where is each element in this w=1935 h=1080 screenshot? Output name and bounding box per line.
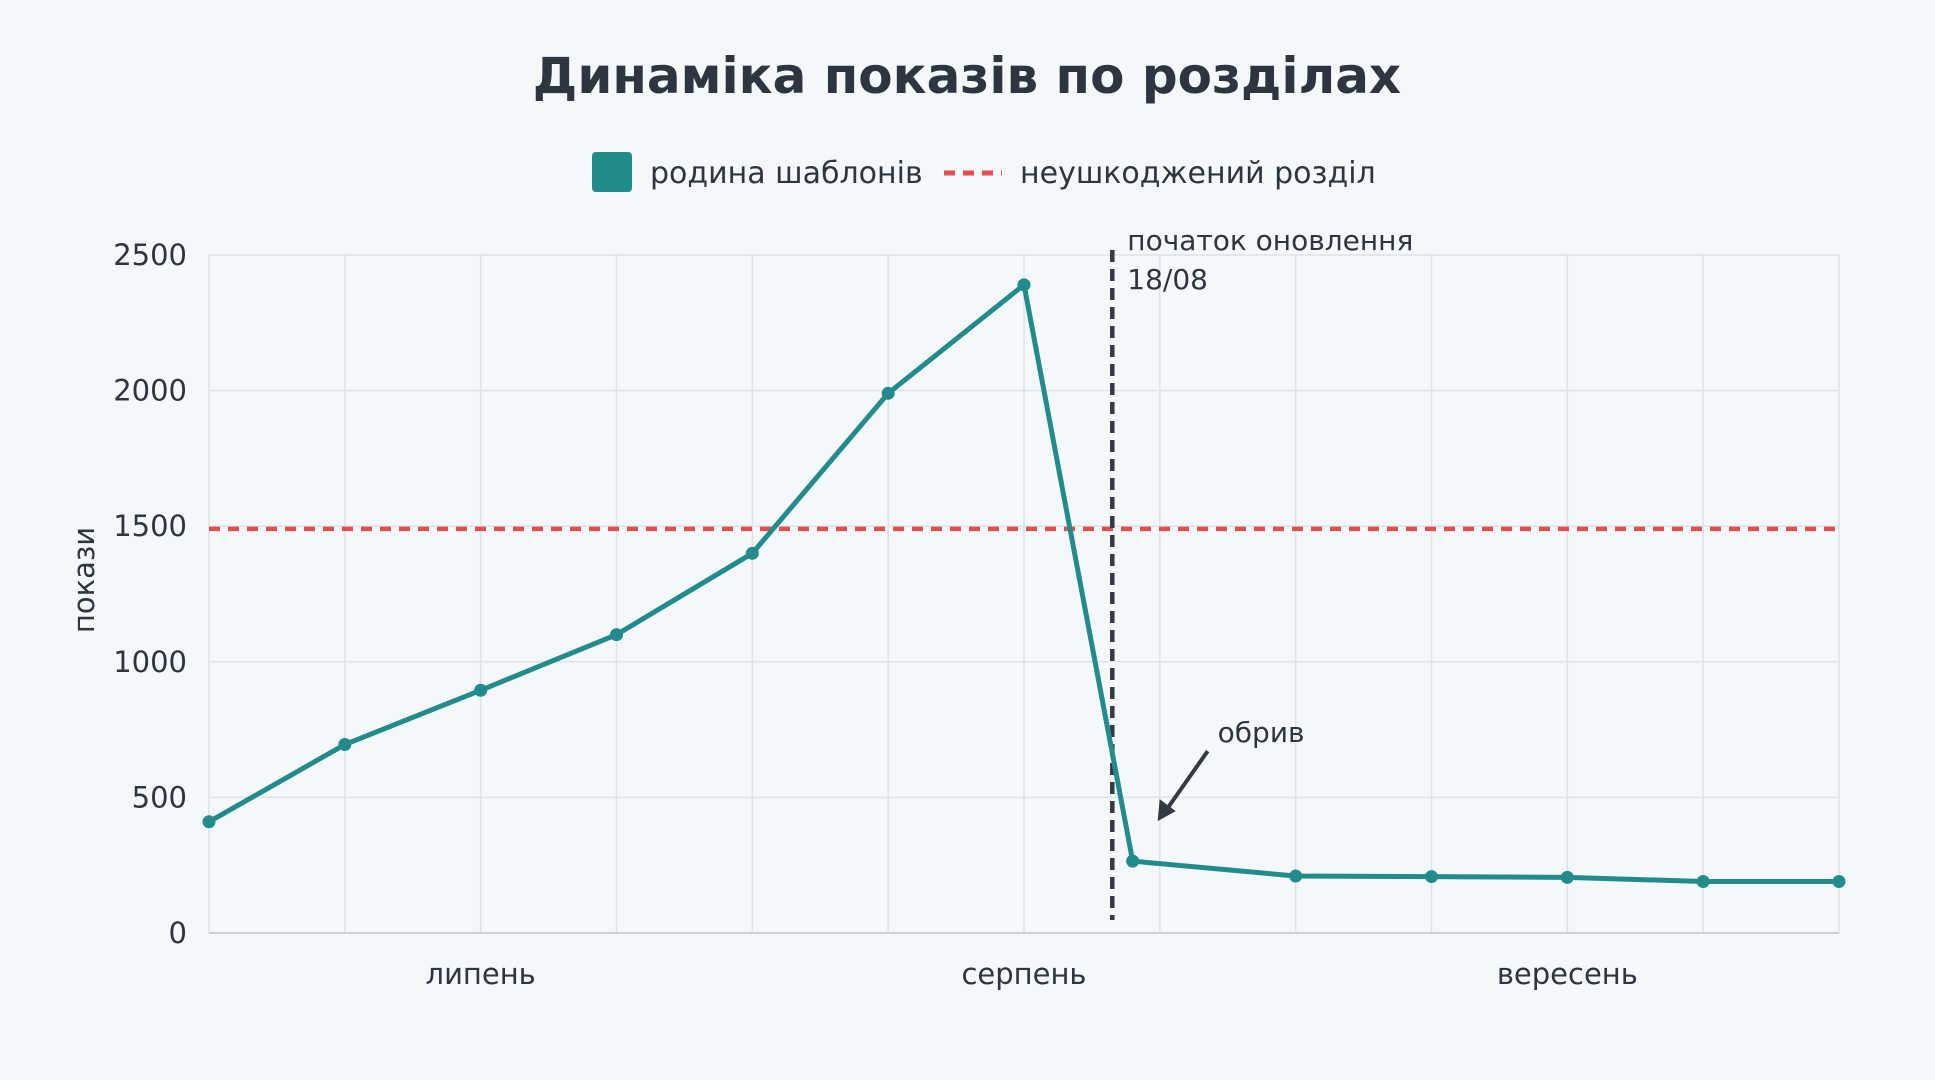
grid: [208, 254, 1840, 934]
data-point: [881, 386, 895, 400]
legend-swatch-series: [592, 152, 632, 192]
drop-arrow-head: [1157, 799, 1176, 822]
data-point: [1832, 874, 1846, 888]
data-point: [1696, 874, 1710, 888]
drop-arrow-shaft: [1161, 749, 1210, 817]
legend: родина шаблонів неушкоджений розділ: [592, 152, 1376, 192]
y-axis-ticks: 0 500 1000 1500 2000 2500: [113, 238, 187, 950]
update-start-date: 18/08: [1127, 263, 1208, 296]
data-point: [202, 815, 216, 829]
y-axis-label: покази: [67, 527, 101, 633]
update-start-layer: початок оновлення 18/08: [1110, 224, 1413, 920]
y-tick-label: 2500: [113, 238, 187, 272]
data-point: [610, 628, 623, 642]
data-point: [1289, 869, 1303, 883]
y-tick-label: 500: [132, 780, 187, 814]
data-point: [1126, 854, 1140, 868]
y-tick-label: 1500: [113, 509, 187, 543]
data-point: [745, 546, 759, 560]
x-tick-label: серпень: [961, 957, 1086, 991]
legend-label-series: родина шаблонів: [650, 156, 923, 191]
x-axis-ticks: липень серпень вересень: [426, 957, 1638, 991]
y-tick-label: 1000: [113, 645, 187, 679]
drop-label: обрив: [1218, 716, 1305, 749]
data-point: [1560, 870, 1574, 884]
y-tick-label: 0: [169, 916, 187, 950]
data-point: [1017, 278, 1031, 292]
chart-title: Динаміка показів по розділах: [533, 47, 1401, 105]
y-tick-label: 2000: [113, 374, 187, 408]
data-point: [338, 738, 352, 752]
x-tick-label: липень: [426, 957, 536, 991]
legend-label-reference: неушкоджений розділ: [1020, 156, 1376, 191]
x-tick-label: вересень: [1497, 957, 1638, 991]
data-point: [1425, 870, 1438, 884]
data-point: [474, 683, 488, 697]
annotation-layer: обрив: [1157, 716, 1305, 822]
series-layer: [202, 278, 1846, 888]
update-start-label: початок оновлення: [1127, 224, 1413, 257]
